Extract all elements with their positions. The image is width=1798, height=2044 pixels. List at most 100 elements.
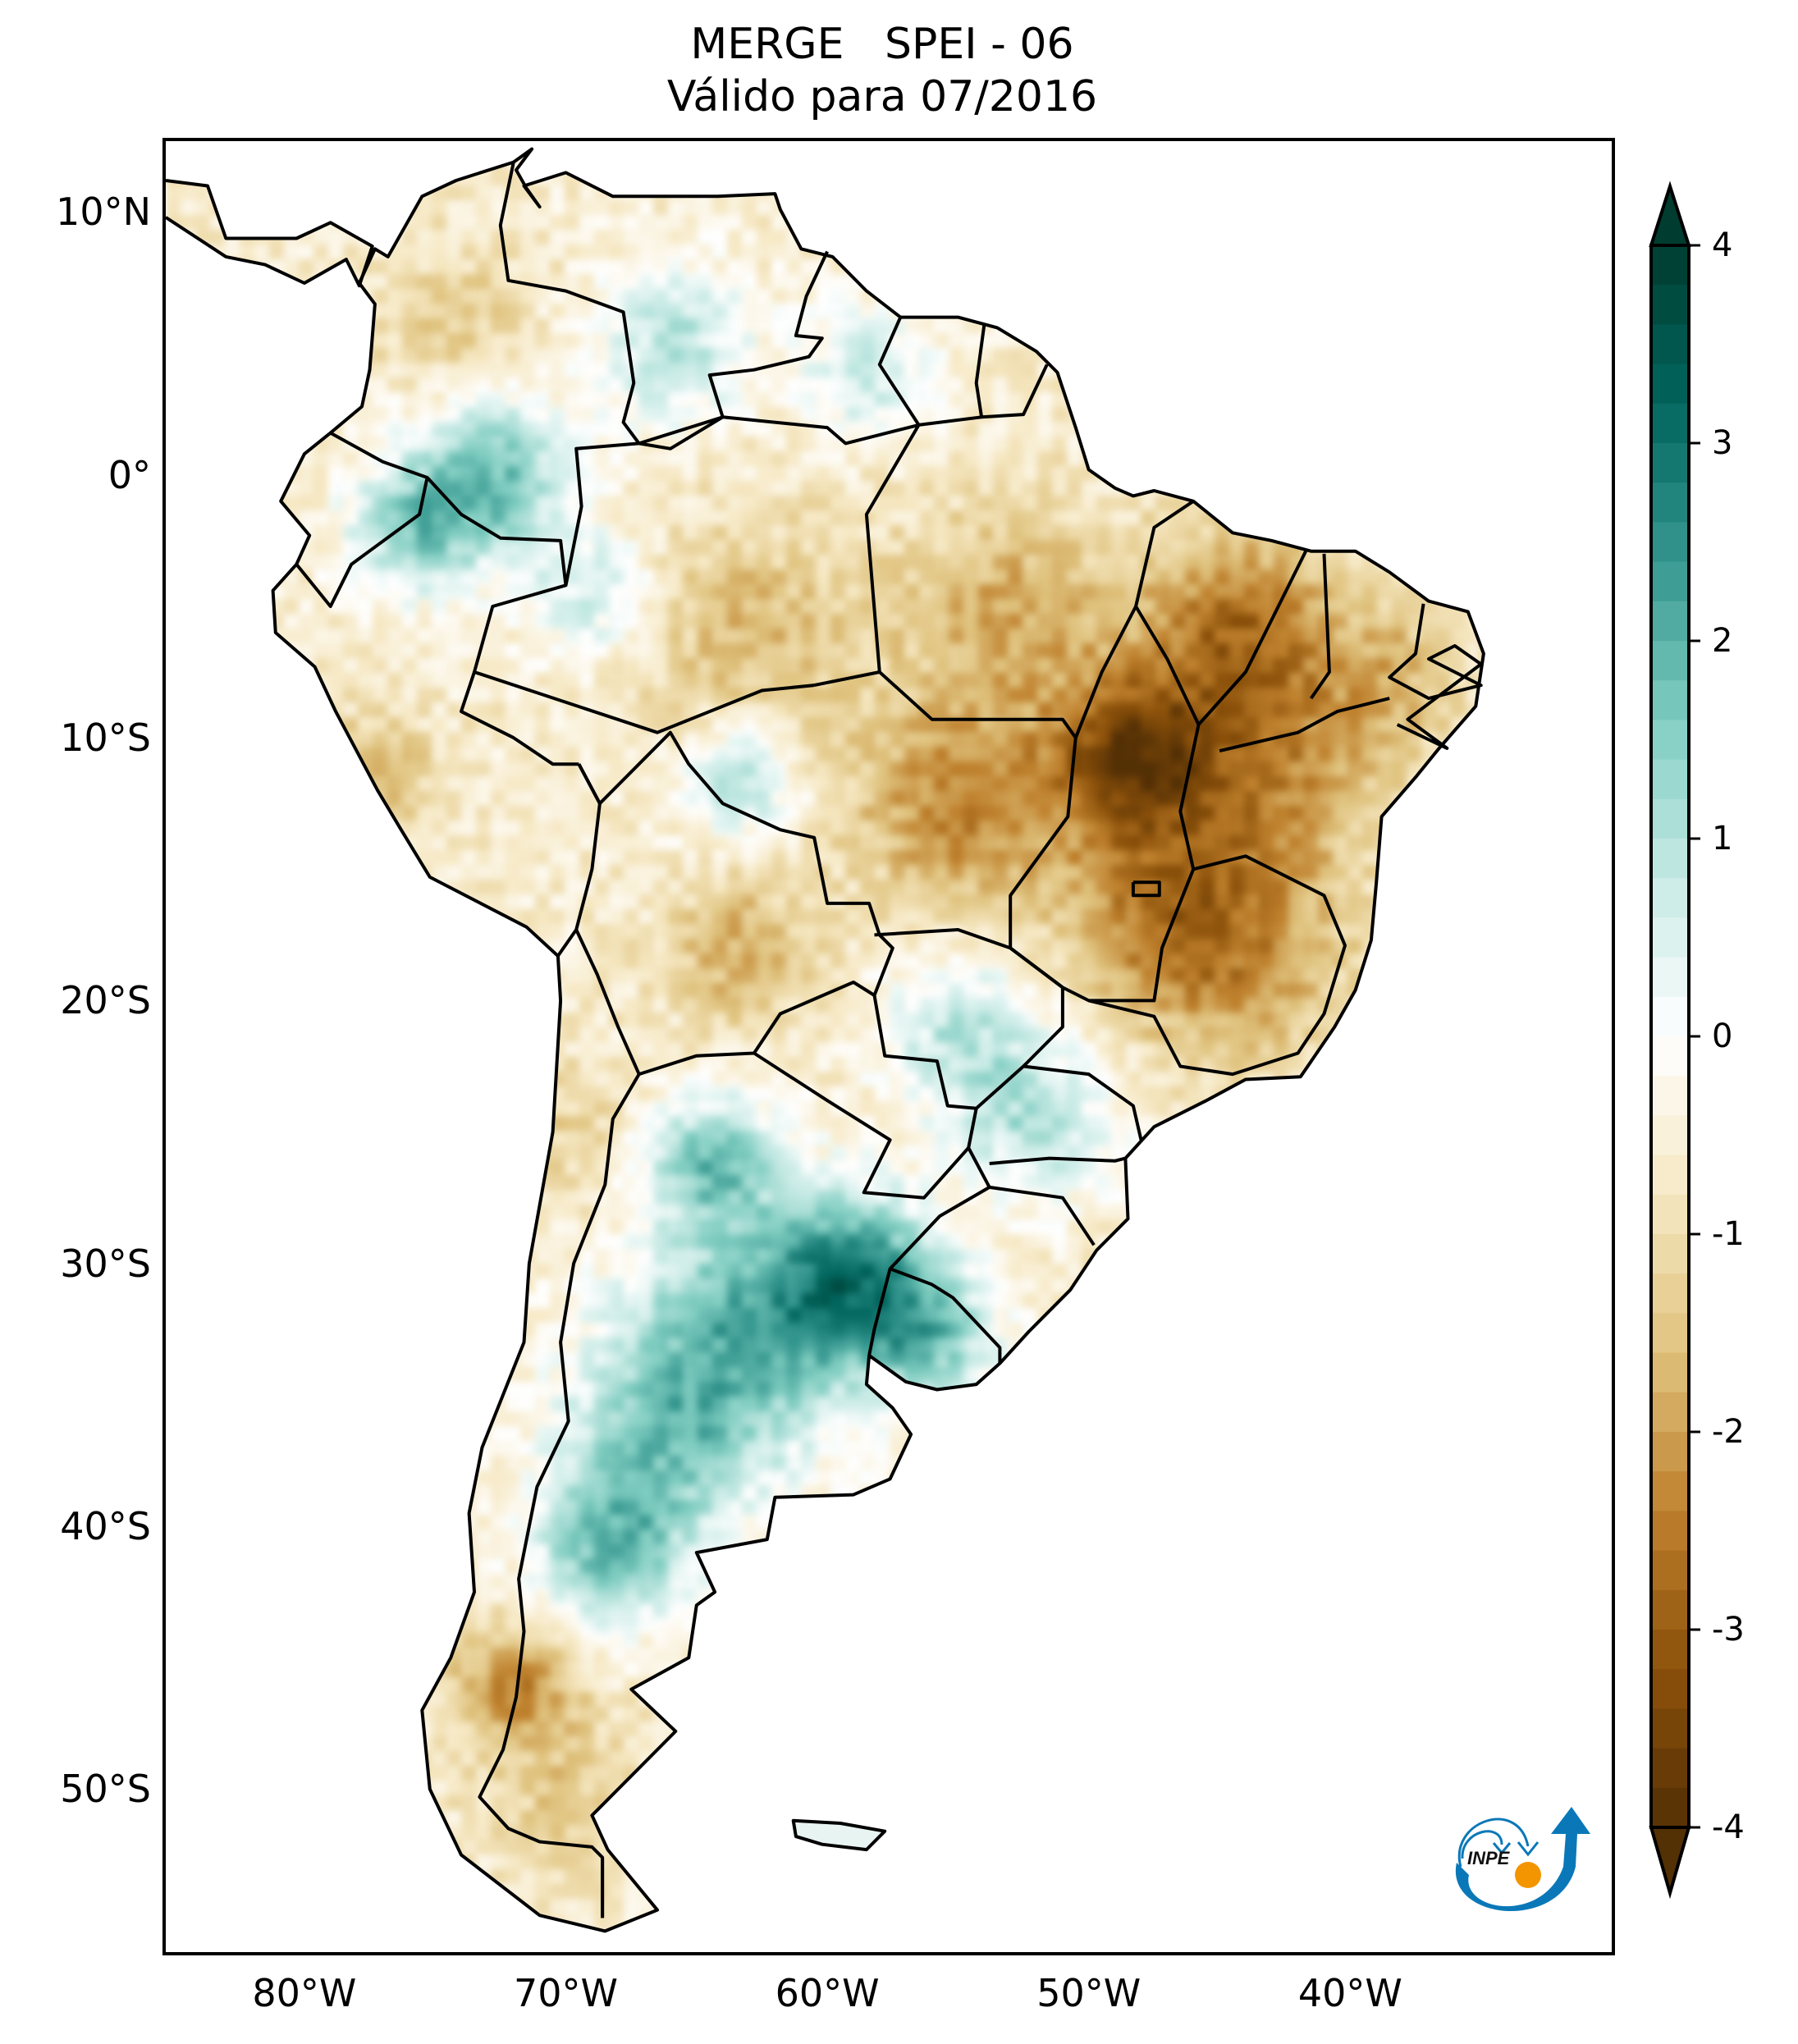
colorbar-segment [1651,917,1689,958]
border-argentina-brazil-uruguay [867,1146,991,1356]
border-paraguay-argentina [753,1051,970,1200]
state-ma-pi [1197,550,1307,726]
colorbar-segment [1651,1748,1689,1789]
colorbar-segment [1651,839,1689,879]
colorbar-extend-min-triangle [1649,1826,1691,1900]
coastline-falkland-islands [791,1818,887,1852]
state-sp-pr [1023,1064,1143,1141]
state-am-ro-ac [474,670,815,734]
lat-tick-label: 10°N [56,190,151,235]
colorbar-segment [1651,1511,1689,1552]
lon-tick-label: 50°W [1036,1971,1141,2015]
colorbar-segment [1651,1155,1689,1196]
lon-tick-label: 60°W [775,1971,880,2015]
colorbar-segment [1651,878,1689,919]
colorbar-tick-label: 4 [1712,226,1733,264]
colorbar-segment [1651,1234,1689,1274]
border-brazil-north [638,364,1049,446]
colorbar-segment [1651,403,1689,444]
border-suriname-fguiana [974,324,986,418]
state-pr-sc [989,1156,1126,1165]
colorbar-segment [1651,1471,1689,1512]
spei-field-raster [166,141,1612,1952]
colorbar-segment [1651,1115,1689,1156]
colorbar-segment [1651,1669,1689,1710]
colorbar-segment [1651,364,1689,405]
colorbar-segment [1651,245,1689,286]
colorbar-tick-label: 1 [1712,820,1733,857]
border-paraguay-brazil [872,995,978,1149]
colorbar-segment [1651,680,1689,721]
inpe-logo: INPE [1455,1807,1590,1911]
colorbar-tick-label: -1 [1712,1215,1745,1253]
lon-tick-label: 40°W [1297,1971,1402,2015]
colorbar-segment [1651,1589,1689,1630]
state-ms-sp-pr [975,946,1064,1110]
orange-sun-icon [1515,1862,1541,1888]
border-venezuela-guyana [638,250,829,450]
border-colombia-brazil-peru [460,441,639,766]
lon-tick-label: 70°W [513,1971,618,2015]
state-pi-ce [1309,553,1331,700]
border-chile-bolivia-argentina [478,929,641,1918]
colorbar-segment [1651,561,1689,602]
border-colombia-peru-ecuador [329,431,568,586]
border-colombia-venezuela [498,162,641,445]
border-ecuador-peru [295,477,429,608]
colorbar-segment [1651,482,1689,524]
border-guyana-suriname [877,316,921,426]
border-peru-bolivia-chile [556,763,602,958]
state-ms-mt [874,928,1011,950]
coastline-south-america [271,147,1485,1933]
state-sc-rs [989,1185,1096,1246]
lat-tick-label: 0° [108,452,151,497]
colorbar-segment [1651,601,1689,642]
map-title: MERGE SPEI - 06 [690,20,1074,69]
border-brazil-uruguay [889,1267,1002,1364]
colorbar-tick-label: 0 [1712,1017,1733,1055]
colorbar-segment [1651,1352,1689,1393]
colorbar-segment [1651,957,1689,998]
colorbar-segment [1651,798,1689,839]
state-go-mt-to [1009,737,1196,1003]
state-am-pa [864,423,921,673]
colorbar [1649,181,1700,1900]
state-to-ma-pi-ba [1134,605,1201,870]
colorbar-segment [1651,324,1689,365]
colorbar-tick-label: -2 [1712,1413,1745,1451]
country-state-borders [166,147,1485,1933]
state-ne-small [1388,603,1483,750]
colorbar-segment [1651,1273,1689,1315]
lat-tick-label: 40°S [60,1504,151,1549]
colorbar-extend-max-triangle [1649,181,1691,247]
state-pa-to-ma [1073,500,1195,738]
state-mg [1088,854,1347,1077]
colorbar-tick-label: -3 [1712,1611,1745,1648]
colorbar-segment [1651,1787,1689,1828]
colorbar-segment [1651,1076,1689,1117]
colorbar-segment [1651,720,1689,761]
colorbar-segment [1651,1630,1689,1670]
state-pa-mt [813,670,1077,739]
colorbar-segment [1651,996,1689,1037]
colorbar-segment [1651,285,1689,326]
lat-tick-label: 30°S [60,1241,151,1286]
map-plot-area [162,138,1615,1955]
lat-tick-label: 50°S [60,1767,151,1812]
colorbar-segment [1651,1550,1689,1591]
border-bolivia-brazil [577,730,894,996]
state-dfbox [1131,880,1161,898]
colorbar-segment [1651,1036,1689,1077]
lat-tick-label: 10°S [60,716,151,761]
colorbar-segment [1651,1194,1689,1235]
coastline-central-america [166,179,374,288]
inpe-swirl-icon [1455,1807,1590,1911]
lon-tick-label: 80°W [252,1971,357,2015]
colorbar-segment [1651,641,1689,681]
colorbar-segment [1651,759,1689,800]
colorbar-segment [1651,1392,1689,1433]
map-subtitle-valid-date: Válido para 07/2016 [666,72,1098,121]
colorbar-segment [1651,1313,1689,1354]
colorbar-tick-label: 2 [1712,622,1733,660]
colorbar-tick-label: -4 [1712,1809,1745,1846]
